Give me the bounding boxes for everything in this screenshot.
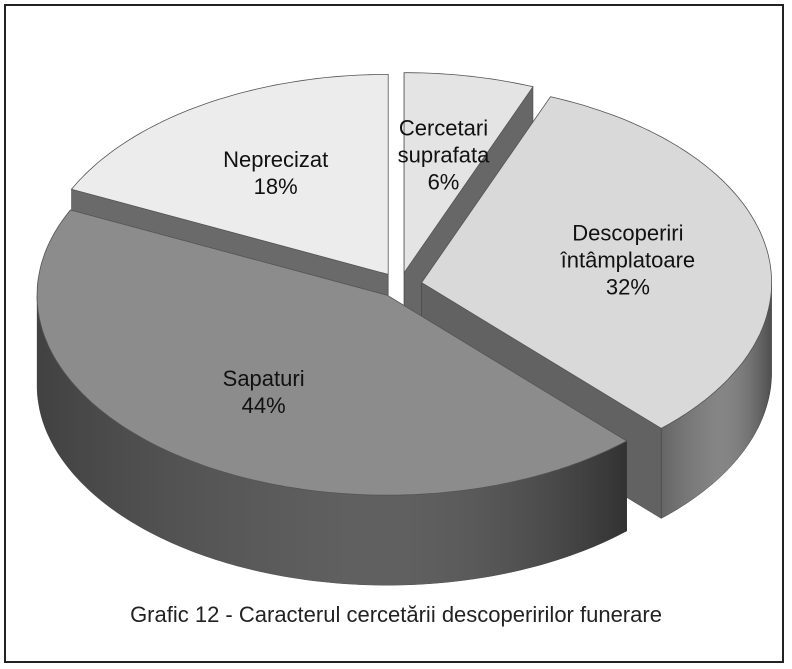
slice — [70, 74, 389, 275]
value-label: 6% — [427, 169, 460, 195]
slice-side-shade — [661, 282, 772, 519]
slice-label: Neprecizat 18% — [191, 146, 361, 200]
slice — [36, 209, 628, 496]
category-label: Neprecizat — [223, 147, 329, 173]
frame — [4, 4, 784, 663]
slice — [421, 96, 772, 429]
value-label: 18% — [253, 174, 298, 200]
value-label: 44% — [241, 393, 286, 419]
slice-side-shade — [37, 295, 627, 586]
chart-title: Grafic 12 - Caracterul cercetării descop… — [130, 602, 662, 627]
slice — [403, 72, 534, 274]
slice-label: Sapaturi 44% — [179, 365, 349, 419]
slice-label: Descoperiri întâmplatoare 32% — [543, 220, 713, 301]
category-label: Sapaturi — [222, 366, 305, 392]
category-label: Cercetari suprafata — [397, 115, 490, 168]
slice-label: Cercetari suprafata 6% — [358, 114, 528, 195]
category-label: Descoperiri întâmplatoare — [560, 220, 696, 273]
value-label: 32% — [605, 274, 650, 300]
